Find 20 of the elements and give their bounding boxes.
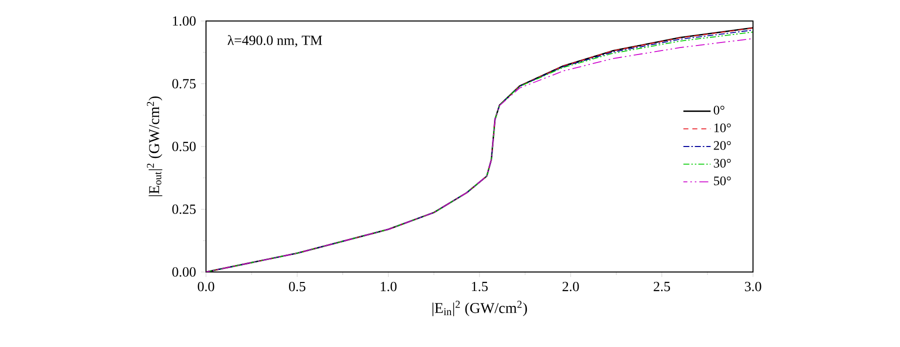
legend-label: 20°	[714, 141, 731, 150]
y-tick-label: 0.75	[172, 79, 196, 88]
annotation: λ=490.0 nm, TM	[228, 35, 322, 48]
x-tick-label: 1.0	[380, 282, 397, 292]
y-tick-label: 0.50	[172, 142, 196, 152]
x-axis-title: |E$_{in}$|$^{2}$ (GW/cm$^{2}$)	[432, 300, 527, 316]
x-tick-label: 2.0	[562, 282, 579, 292]
legend-label: 10°	[714, 123, 731, 132]
y-tick-label: 0.00	[172, 267, 196, 277]
y-tick-label: 0.25	[172, 204, 196, 214]
legend-label: 0°	[714, 106, 724, 115]
x-tick-label: 0.0	[198, 282, 214, 292]
x-tick-label: 2.5	[654, 282, 670, 292]
x-tick-label: 3.0	[744, 282, 762, 292]
x-tick-label: 1.5	[472, 282, 488, 292]
y-axis-title: |E$_{out}$|$^{2}$ (GW/cm$^{2}$)	[146, 96, 162, 196]
legend-label: 30°	[714, 158, 731, 168]
y-tick-label: 1.00	[172, 16, 196, 26]
legend-label: 50°	[714, 176, 731, 186]
x-tick-label: 0.5	[288, 282, 306, 292]
